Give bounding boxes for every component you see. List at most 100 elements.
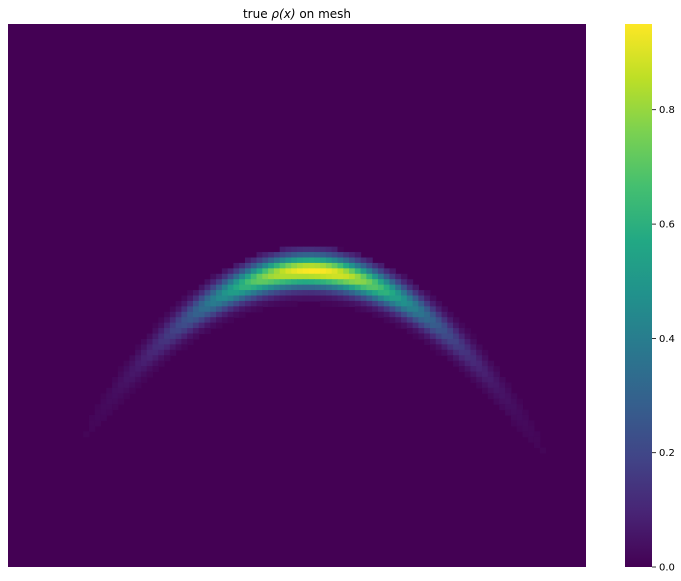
heatmap-cell	[354, 257, 362, 264]
heatmap-cell	[285, 300, 292, 307]
heatmap-cell	[279, 300, 287, 307]
heatmap-cell	[273, 300, 281, 307]
heatmap-cell	[458, 355, 466, 362]
heatmap-cell	[487, 371, 495, 378]
heatmap-cell	[152, 333, 159, 340]
heatmap-cell	[377, 273, 385, 280]
heatmap-cell	[435, 322, 443, 329]
heatmap-cell	[239, 300, 246, 307]
heatmap-cell	[181, 295, 188, 302]
heatmap-cell	[233, 279, 240, 286]
heatmap-cell	[377, 284, 385, 291]
heatmap-cell	[510, 398, 518, 405]
heatmap-cell	[377, 268, 385, 275]
heatmap-cell	[349, 300, 356, 307]
heatmap-cell	[256, 252, 263, 259]
heatmap-cell	[424, 295, 431, 302]
heatmap-cell	[481, 371, 489, 378]
heatmap-cell	[140, 371, 148, 378]
heatmap-cell	[343, 279, 350, 286]
heatmap-cell	[273, 295, 281, 302]
heatmap-cell	[187, 317, 194, 324]
heatmap-cell	[476, 371, 483, 378]
heatmap-cell	[325, 262, 333, 269]
heatmap-cell	[349, 273, 356, 280]
heatmap-cell	[343, 262, 350, 269]
heatmap-cell	[481, 360, 489, 367]
heatmap-cell	[337, 252, 344, 259]
heatmap-cell	[250, 284, 258, 291]
heatmap-cell	[204, 322, 211, 329]
heatmap-cell	[522, 409, 529, 416]
heatmap-cell	[453, 344, 460, 351]
colorbar-tick-label: 0.6	[659, 220, 675, 231]
heatmap-cell	[314, 246, 321, 253]
heatmap-cell	[140, 360, 148, 367]
heatmap-cell	[308, 246, 315, 253]
heatmap-cell	[470, 338, 477, 345]
heatmap-cell	[424, 306, 431, 313]
heatmap-cell	[158, 355, 165, 362]
heatmap-cell	[140, 349, 148, 356]
heatmap-cell	[169, 317, 177, 324]
heatmap-cell	[221, 311, 229, 318]
heatmap-cell	[239, 268, 246, 275]
heatmap-cell	[250, 257, 258, 264]
heatmap-cell	[418, 317, 425, 324]
heatmap-cell	[250, 273, 258, 280]
heatmap-cell	[256, 273, 263, 280]
heatmap-cell	[279, 262, 287, 269]
heatmap-cell	[297, 257, 304, 264]
heatmap-cell	[401, 273, 408, 280]
heatmap-cell	[447, 355, 454, 362]
heatmap-cell	[106, 404, 113, 411]
heatmap-cell	[325, 279, 333, 286]
heatmap-cell	[418, 300, 425, 307]
heatmap-cell	[256, 290, 263, 297]
heatmap-cell	[360, 273, 367, 280]
heatmap-cell	[204, 300, 211, 307]
heatmap-cell	[256, 279, 263, 286]
heatmap-cell	[366, 268, 373, 275]
heatmap-cell	[210, 300, 217, 307]
heatmap-cell	[227, 279, 235, 286]
heatmap-cell	[510, 404, 518, 411]
heatmap-cell	[192, 295, 200, 302]
heatmap-cell	[453, 328, 460, 335]
heatmap-cell	[383, 300, 391, 307]
heatmap-cell	[343, 295, 350, 302]
heatmap-cell	[406, 290, 414, 297]
heatmap-cell	[227, 317, 235, 324]
heatmap-cell	[297, 284, 304, 291]
heatmap-cell	[435, 344, 443, 351]
heatmap-cell	[476, 349, 483, 356]
heatmap-cell	[285, 295, 292, 302]
heatmap-cell	[372, 300, 379, 307]
heatmap-cell	[112, 393, 119, 400]
heatmap-cell	[372, 284, 379, 291]
heatmap-cell	[481, 382, 489, 389]
heatmap-cell	[216, 279, 223, 286]
heatmap-cell	[389, 290, 396, 297]
heatmap-cell	[372, 262, 379, 269]
heatmap-cell	[366, 284, 373, 291]
heatmap-cell	[429, 311, 437, 318]
heatmap-cell	[146, 338, 154, 345]
heatmap-cell	[146, 333, 154, 340]
heatmap-cell	[383, 295, 391, 302]
heatmap-cell	[88, 425, 96, 432]
heatmap-cell	[297, 279, 304, 286]
heatmap-cell	[406, 295, 414, 302]
heatmap-cell	[447, 333, 454, 340]
heatmap-cell	[331, 273, 339, 280]
heatmap-cell	[453, 338, 460, 345]
chart-title: true ρ(x) on mesh	[243, 7, 351, 21]
heatmap-cell	[227, 311, 235, 318]
heatmap-cell	[221, 268, 229, 275]
heatmap-cell	[216, 284, 223, 291]
heatmap-cell	[297, 252, 304, 259]
heatmap-cell	[187, 295, 194, 302]
heatmap-cell	[424, 317, 431, 324]
heatmap-cell	[325, 257, 333, 264]
heatmap-cell	[146, 360, 154, 367]
